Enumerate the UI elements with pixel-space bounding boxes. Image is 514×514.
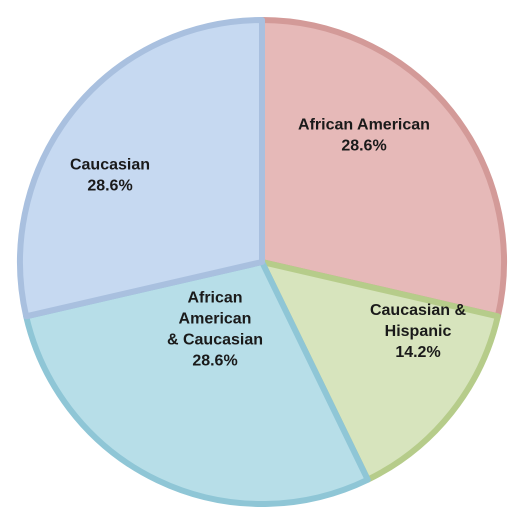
slice-label-line: African [187,290,242,307]
pie-slice-african-american [259,17,507,320]
pie-slices [17,17,507,507]
slice-label-line: American [179,311,252,328]
slice-label: Caucasian 28.6% [70,157,150,195]
slice-label-line: 28.6% [341,138,386,155]
slice-label: African American 28.6% [298,117,430,155]
pie-slice-caucasian-hispanic [259,259,501,483]
slice-label-line: African American [298,117,430,134]
slice-label-line: Hispanic [385,323,452,340]
pie-labels: African American 28.6% Caucasian & Hispanic… [70,117,466,370]
slice-label-line: Caucasian & [370,302,466,319]
slice-label-line: 28.6% [192,353,237,370]
slice-label: African American & Caucasian 28.6% [167,290,263,370]
slice-label-line: 14.2% [395,344,440,361]
pie-slice-african-american-caucasian [23,259,371,507]
slice-label: Caucasian & Hispanic 14.2% [370,302,466,361]
slice-label-line: & Caucasian [167,332,263,349]
slice-label-line: Caucasian [70,157,150,174]
slice-label-line: 28.6% [87,178,132,195]
pie-slice-caucasian [17,17,265,320]
